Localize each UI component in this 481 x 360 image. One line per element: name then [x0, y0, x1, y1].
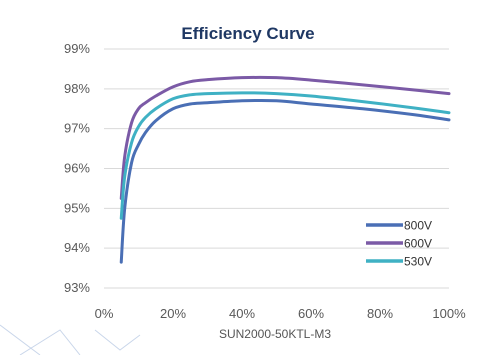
grid-lines [104, 48, 449, 289]
x-axis-label: SUN2000-50KTL-M3 [219, 327, 331, 341]
x-tick-label: 40% [229, 306, 255, 321]
y-axis-ticks: 93% 94% 95% 96% 97% 98% 99% [64, 41, 90, 295]
x-tick-label: 20% [160, 306, 186, 321]
chart-title: Efficiency Curve [181, 24, 314, 43]
x-tick-label: 80% [367, 306, 393, 321]
x-tick-label: 100% [432, 306, 466, 321]
y-tick-label: 97% [64, 121, 90, 136]
series-line-600v [119, 75, 451, 200]
series-line-800v [119, 98, 451, 264]
x-tick-label: 0% [95, 306, 114, 321]
background-decoration [0, 324, 141, 356]
x-tick-label: 60% [298, 306, 324, 321]
series-lines [119, 75, 451, 264]
legend-label: 530V [404, 255, 432, 269]
y-tick-label: 98% [64, 81, 90, 96]
y-tick-label: 95% [64, 200, 90, 215]
watermark-stroke [94, 329, 141, 351]
legend-label: 600V [404, 237, 432, 251]
legend: 800V 600V 530V [366, 219, 432, 269]
series-line-530v [119, 91, 451, 220]
watermark-stroke [19, 329, 81, 356]
y-tick-label: 94% [64, 240, 90, 255]
watermark-stroke [0, 324, 41, 356]
y-tick-label: 99% [64, 41, 90, 56]
x-axis-ticks: 0% 20% 40% 60% 80% 100% [95, 306, 466, 321]
y-tick-label: 96% [64, 161, 90, 176]
y-tick-label: 93% [64, 280, 90, 295]
legend-label: 800V [404, 219, 432, 233]
